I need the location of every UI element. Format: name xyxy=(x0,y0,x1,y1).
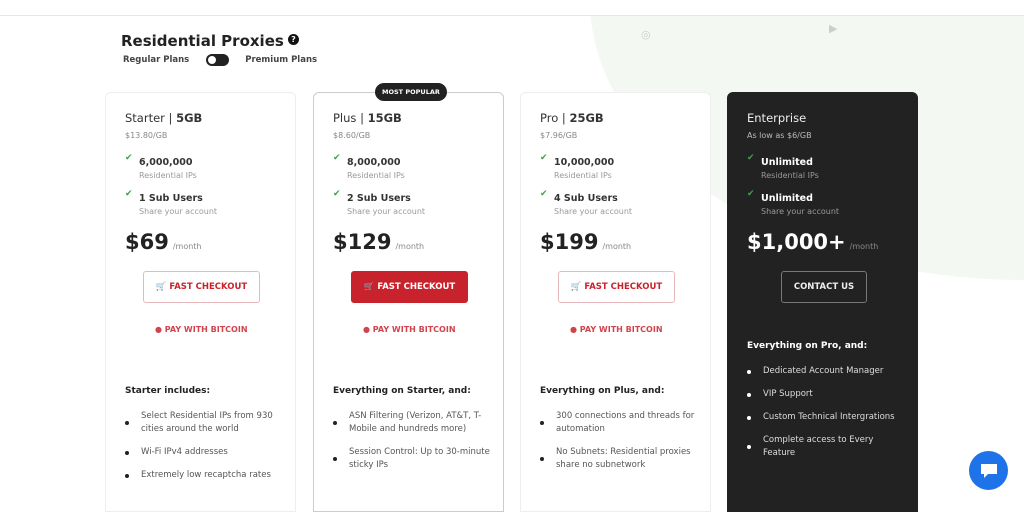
price-per-gb: As low as $6/GB xyxy=(747,131,812,140)
price-period: /month xyxy=(172,242,202,251)
feature-list: ASN Filtering (Verizon, AT&T, T-Mobile a… xyxy=(333,410,503,472)
price-per-gb: $13.80/GB xyxy=(125,131,168,140)
sub-users-label: Share your account xyxy=(347,207,426,216)
check-icon: ✔ xyxy=(333,153,341,163)
plan-name: Plus | 15GB xyxy=(333,111,402,125)
plan-card-enterprise: Enterprise As low as $6/GB ✔ Unlimited Res… xyxy=(727,92,918,512)
price-period: /month xyxy=(602,242,632,251)
feature-list: Dedicated Account Manager VIP Support Cu… xyxy=(747,365,917,460)
list-item: Wi-Fi IPv4 addresses xyxy=(125,446,285,459)
pay-with-bitcoin-link[interactable]: ● PAY WITH BITCOIN xyxy=(570,325,663,334)
price-value: $129 xyxy=(333,230,392,254)
sub-users-label: Share your account xyxy=(554,207,633,216)
includes-heading: Starter includes: xyxy=(125,386,211,396)
list-item: 300 connections and threads for automati… xyxy=(540,410,700,436)
ip-label: Residential IPs xyxy=(554,171,612,180)
includes-heading: Everything on Plus, and: xyxy=(540,386,665,396)
ip-label: Residential IPs xyxy=(139,171,197,180)
check-icon: ✔ xyxy=(125,153,133,163)
price-value: $1,000+ xyxy=(747,230,846,254)
instagram-icon[interactable]: ◎ xyxy=(641,28,651,41)
fast-checkout-button[interactable]: 🛒 FAST CHECKOUT xyxy=(351,271,468,303)
list-item: Extremely low recaptcha rates xyxy=(125,469,285,482)
sub-users: Unlimited xyxy=(761,193,813,204)
plan-name: Enterprise xyxy=(747,111,807,125)
sub-users-label: Share your account xyxy=(139,207,218,216)
feature-list: Select Residential IPs from 930 cities a… xyxy=(125,410,295,482)
sub-users: 4 Sub Users xyxy=(554,193,618,204)
check-icon: ✔ xyxy=(125,189,133,199)
includes-heading: Everything on Starter, and: xyxy=(333,386,471,396)
price-value: $69 xyxy=(125,230,169,254)
sub-users: 1 Sub Users xyxy=(139,193,203,204)
regular-plans-label[interactable]: Regular Plans xyxy=(123,55,190,65)
ip-count: 6,000,000 xyxy=(139,157,193,168)
ip-count: 10,000,000 xyxy=(554,157,615,168)
check-icon: ✔ xyxy=(747,189,755,199)
help-icon[interactable]: ? xyxy=(288,34,299,45)
ip-count: Unlimited xyxy=(761,157,813,168)
contact-us-button[interactable]: CONTACT US xyxy=(781,271,867,303)
price: $69/month xyxy=(125,230,295,254)
list-item: VIP Support xyxy=(747,388,907,401)
fast-checkout-button[interactable]: 🛒 FAST CHECKOUT xyxy=(558,271,675,303)
price-period: /month xyxy=(849,242,879,251)
ip-label: Residential IPs xyxy=(347,171,405,180)
plan-type-toggle[interactable] xyxy=(206,54,230,66)
list-item: ASN Filtering (Verizon, AT&T, T-Mobile a… xyxy=(333,410,493,436)
plan-card-starter: Starter | 5GB $13.80/GB ✔ 6,000,000 Reside… xyxy=(105,92,296,512)
chat-button[interactable] xyxy=(969,451,1008,490)
price: $1,000+/month xyxy=(747,230,917,254)
price-per-gb: $8.60/GB xyxy=(333,131,371,140)
feature-list: 300 connections and threads for automati… xyxy=(540,410,710,472)
list-item: Custom Technical Intergrations xyxy=(747,411,907,424)
youtube-icon[interactable]: ▶ xyxy=(829,22,838,35)
list-item: Complete access to Every Feature xyxy=(747,434,907,460)
price-value: $199 xyxy=(540,230,599,254)
price: $199/month xyxy=(540,230,710,254)
list-item: No Subnets: Residential proxies share no… xyxy=(540,446,700,472)
ip-label: Residential IPs xyxy=(761,171,819,180)
check-icon: ✔ xyxy=(540,189,548,199)
plan-card-plus: MOST POPULAR Plus | 15GB $8.60/GB ✔ 8,000… xyxy=(313,83,504,512)
list-item: Dedicated Account Manager xyxy=(747,365,907,378)
plan-card-pro: Pro | 25GB $7.96/GB ✔ 10,000,000 Residenti… xyxy=(520,92,711,512)
check-icon: ✔ xyxy=(747,153,755,163)
fast-checkout-button[interactable]: 🛒 FAST CHECKOUT xyxy=(143,271,260,303)
chat-bubble-icon xyxy=(980,463,997,478)
price-per-gb: $7.96/GB xyxy=(540,131,578,140)
page-title: Residential Proxies xyxy=(121,32,284,50)
pay-with-bitcoin-link[interactable]: ● PAY WITH BITCOIN xyxy=(155,325,248,334)
includes-heading: Everything on Pro, and: xyxy=(747,341,868,351)
sub-users: 2 Sub Users xyxy=(347,193,411,204)
price-period: /month xyxy=(395,242,425,251)
premium-plans-label[interactable]: Premium Plans xyxy=(245,55,318,65)
plan-name: Pro | 25GB xyxy=(540,111,604,125)
pay-with-bitcoin-link[interactable]: ● PAY WITH BITCOIN xyxy=(363,325,456,334)
plan-toggle-row: Regular Plans Premium Plans xyxy=(123,54,317,66)
sub-users-label: Share your account xyxy=(761,207,840,216)
check-icon: ✔ xyxy=(540,153,548,163)
list-item: Select Residential IPs from 930 cities a… xyxy=(125,410,285,436)
top-bar xyxy=(0,0,1024,16)
most-popular-badge: MOST POPULAR xyxy=(375,83,447,101)
check-icon: ✔ xyxy=(333,189,341,199)
list-item: Session Control: Up to 30-minute sticky … xyxy=(333,446,493,472)
plan-name: Starter | 5GB xyxy=(125,111,203,125)
price: $129/month xyxy=(333,230,503,254)
ip-count: 8,000,000 xyxy=(347,157,401,168)
